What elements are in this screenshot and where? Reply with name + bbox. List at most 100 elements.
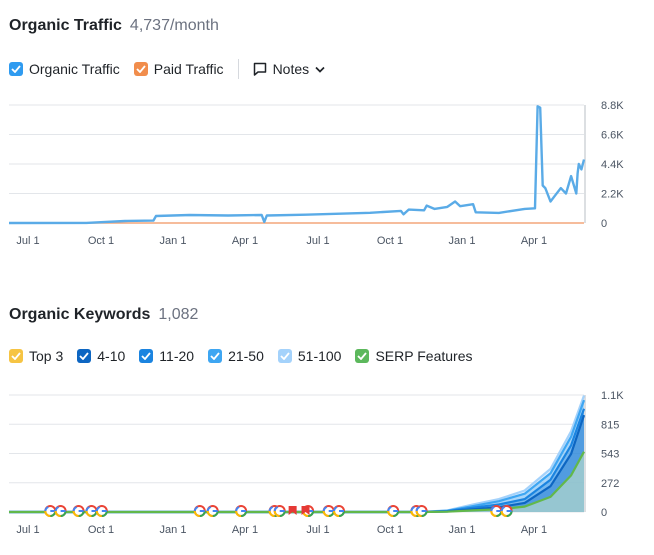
google-marker-icon [193, 505, 206, 517]
keywords-x-tick-label: Jan 1 [449, 524, 476, 536]
google-marker-arc-blue [322, 506, 328, 512]
organic-traffic-panel: Organic Traffic 4,737/month Organic Traf… [0, 0, 654, 270]
google-marker-arc-yellow [333, 510, 340, 517]
google-marker-arc-yellow [72, 510, 79, 517]
legend-51-100[interactable]: 51-100 [277, 348, 342, 364]
google-marker-arc-blue [410, 506, 415, 512]
keywords-value: 1,082 [158, 306, 199, 323]
google-marker-arc-yellow [500, 510, 507, 517]
legend-label: Organic Traffic [29, 61, 120, 77]
legend-top-3[interactable]: Top 3 [9, 348, 63, 364]
traffic-x-tick-label: Jul 1 [306, 235, 329, 247]
google-marker-arc-blue [490, 506, 495, 512]
keywords-title: Organic Keywords [9, 306, 151, 323]
keywords-y-tick-label: 1.1K [601, 390, 624, 402]
organic-keywords-chart[interactable]: 1.1K 815 543 272 0 Jul 1 Oct 1 Jan 1 Apr 1 Jul 1 O… [0, 385, 654, 555]
google-marker-arc-yellow [193, 510, 200, 517]
google-marker-icon [85, 505, 98, 517]
google-marker-arc-blue [193, 506, 199, 512]
legend-organic-traffic[interactable]: Organic Traffic [9, 61, 120, 77]
google-marker-arc-yellow [387, 510, 394, 517]
organic-traffic-chart[interactable]: 8.8K 6.6K 4.4K 2.2K 0 Jul 1 Oct 1 Jan 1 Apr 1 Jul… [0, 95, 654, 260]
google-marker-icon [322, 505, 335, 517]
google-marker-icon [333, 505, 345, 517]
google-marker-icon [415, 505, 428, 517]
keywords-x-tick-label: Apr 1 [521, 524, 547, 536]
google-marker-icon [387, 505, 400, 517]
google-marker-arc-blue [72, 506, 78, 512]
legend-divider [237, 59, 239, 79]
google-marker-icon [72, 505, 85, 517]
flag-marker-icon [288, 506, 297, 515]
legend-paid-traffic[interactable]: Paid Traffic [133, 61, 224, 77]
google-marker-arc-blue [95, 506, 101, 512]
series-area-51-100 [9, 395, 584, 512]
keywords-x-tick-label: Jul 1 [16, 524, 39, 536]
keywords-y-tick-label: 815 [601, 419, 619, 431]
traffic-y-tick-label: 2.2K [601, 189, 624, 201]
organic-keywords-panel: Organic Keywords 1,082 Top 3 4-10 11-20 21-… [0, 290, 654, 555]
series-area-21-50 [9, 400, 584, 512]
google-marker-icon [206, 505, 219, 517]
google-marker-icon [54, 505, 67, 517]
keywords-y-tick-label: 543 [601, 449, 619, 461]
keywords-y-tick-label: 0 [601, 507, 607, 519]
notes-label: Notes [272, 61, 310, 77]
traffic-y-tick-label: 0 [601, 218, 607, 230]
note-icon [253, 62, 267, 76]
checkbox-checked-icon[interactable] [355, 349, 370, 363]
legend-label: 21-50 [228, 348, 264, 364]
checkbox-checked-icon[interactable] [208, 349, 223, 363]
google-marker-arc-blue [333, 506, 338, 512]
legend-serp-features[interactable]: SERP Features [355, 348, 472, 364]
traffic-x-tick-label: Jan 1 [160, 235, 187, 247]
legend-4-10[interactable]: 4-10 [77, 348, 125, 364]
legend-label: 11-20 [159, 348, 195, 364]
google-marker-arc-blue [235, 506, 240, 512]
google-marker-arc-yellow [273, 510, 280, 517]
traffic-x-tick-label: Jan 1 [449, 235, 476, 247]
keywords-x-tick-label: Jul 1 [306, 524, 329, 536]
traffic-value: 4,737/month [129, 17, 219, 34]
checkbox-checked-icon[interactable] [139, 349, 154, 363]
google-marker-arc-yellow [415, 510, 422, 517]
google-marker-icon [235, 505, 248, 517]
keywords-legend: Top 3 4-10 11-20 21-50 51-100 SERP Features [9, 348, 486, 364]
traffic-x-tick-label: Oct 1 [88, 235, 114, 247]
notes-button[interactable]: Notes [253, 61, 326, 77]
google-marker-icon [95, 505, 108, 517]
legend-label: SERP Features [375, 348, 473, 364]
keywords-axes: 1.1K 815 543 272 0 Jul 1 Oct 1 Jan 1 Apr 1 Jul 1 O… [9, 390, 624, 536]
checkbox-checked-icon[interactable] [9, 62, 23, 76]
google-marker-arc-blue [415, 506, 421, 512]
legend-label: 4-10 [97, 348, 126, 364]
google-marker-arc-blue [85, 506, 91, 512]
legend-21-50[interactable]: 21-50 [208, 348, 264, 364]
keywords-x-tick-label: Apr 1 [232, 524, 258, 536]
legend-11-20[interactable]: 11-20 [139, 348, 194, 364]
google-marker-arc-yellow [44, 510, 51, 517]
series-line-4-10 [9, 414, 586, 514]
series-line-organic-traffic [8, 105, 586, 225]
google-marker-arc-blue [387, 506, 392, 512]
traffic-y-tick-label: 4.4K [601, 159, 624, 171]
google-marker-arc-yellow [235, 510, 242, 517]
traffic-header: Organic Traffic 4,737/month [9, 17, 219, 35]
series-line-21-50 [9, 399, 586, 514]
google-marker-arc-blue [500, 506, 506, 512]
legend-label: 51-100 [297, 348, 342, 364]
google-marker-arc-yellow [410, 510, 417, 517]
chevron-down-icon [315, 66, 325, 73]
keywords-y-tick-label: 272 [601, 478, 619, 490]
legend-label: Top 3 [29, 348, 64, 364]
checkbox-checked-icon[interactable] [9, 349, 23, 363]
checkbox-checked-icon[interactable] [77, 349, 92, 363]
traffic-y-tick-label: 8.8K [601, 100, 624, 112]
checkbox-checked-icon[interactable] [133, 62, 148, 76]
checkbox-checked-icon[interactable] [277, 349, 292, 363]
keywords-header: Organic Keywords 1,082 [9, 306, 198, 324]
google-marker-arc-yellow [54, 510, 61, 517]
google-marker-arc-blue [268, 506, 274, 512]
google-marker-icon [273, 505, 286, 517]
traffic-axes: 8.8K 6.6K 4.4K 2.2K 0 Jul 1 Oct 1 Jan 1 Apr 1 Jul… [9, 100, 624, 247]
